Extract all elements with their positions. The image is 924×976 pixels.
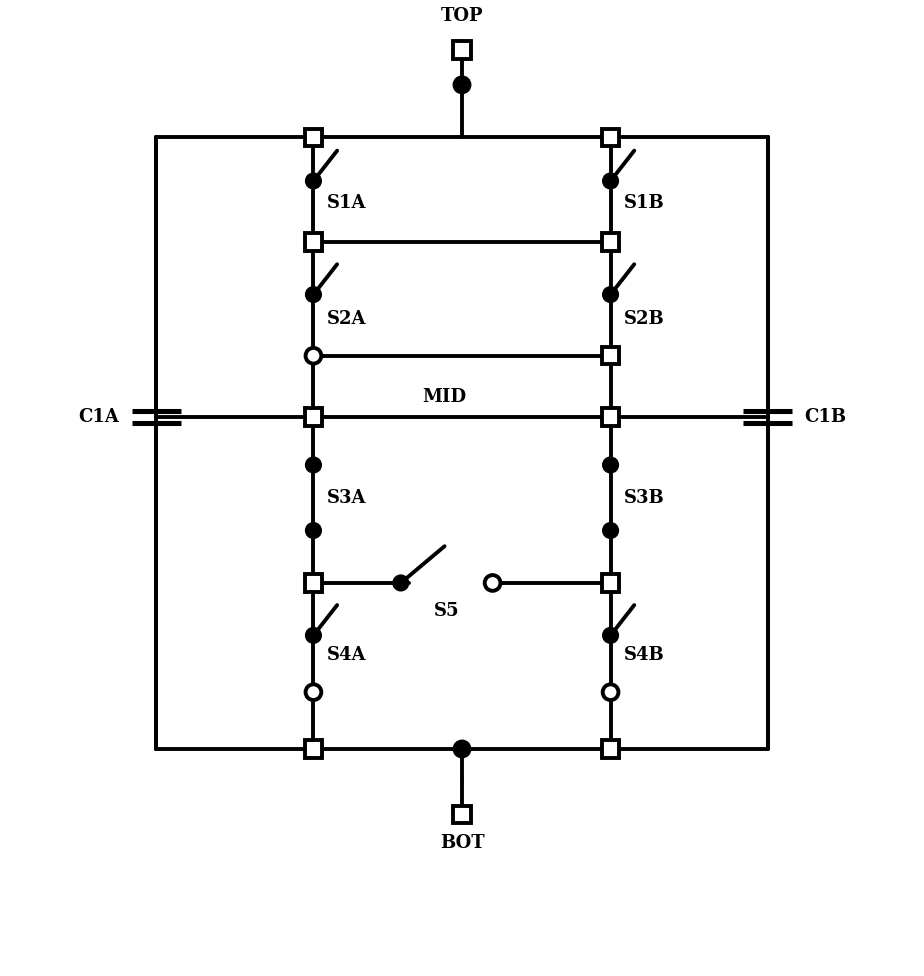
Text: S4B: S4B [624, 645, 664, 664]
Circle shape [485, 575, 501, 590]
Text: S1B: S1B [624, 194, 664, 212]
Circle shape [602, 287, 618, 303]
Text: S2B: S2B [624, 310, 664, 328]
Text: S1A: S1A [326, 194, 366, 212]
Circle shape [306, 523, 322, 539]
Bar [602, 233, 619, 251]
Circle shape [393, 575, 408, 590]
Circle shape [602, 523, 618, 539]
Circle shape [602, 457, 618, 472]
Text: BOT: BOT [440, 834, 484, 852]
Circle shape [602, 684, 618, 700]
Bar [305, 574, 322, 591]
Bar [454, 41, 470, 59]
Text: S3B: S3B [624, 489, 664, 507]
Circle shape [306, 457, 322, 472]
Circle shape [602, 173, 618, 188]
Bar [305, 129, 322, 146]
Circle shape [306, 684, 322, 700]
Bar [305, 233, 322, 251]
Circle shape [306, 287, 322, 303]
Text: S5: S5 [434, 602, 459, 620]
Text: TOP: TOP [441, 8, 483, 25]
Text: MID: MID [422, 388, 467, 406]
Circle shape [454, 740, 470, 757]
Bar [602, 408, 619, 426]
Text: S2A: S2A [326, 310, 366, 328]
Bar [602, 129, 619, 146]
Bar [305, 740, 322, 757]
Circle shape [306, 347, 322, 364]
Bar [602, 574, 619, 591]
Circle shape [306, 628, 322, 643]
Bar [602, 740, 619, 757]
Text: S3A: S3A [326, 489, 366, 507]
Text: S4A: S4A [326, 645, 366, 664]
Text: C1A: C1A [79, 408, 119, 426]
Circle shape [454, 76, 470, 94]
Bar [602, 347, 619, 364]
Bar [305, 408, 322, 426]
Circle shape [602, 628, 618, 643]
Circle shape [306, 173, 322, 188]
Bar [454, 806, 470, 824]
Text: C1B: C1B [805, 408, 846, 426]
